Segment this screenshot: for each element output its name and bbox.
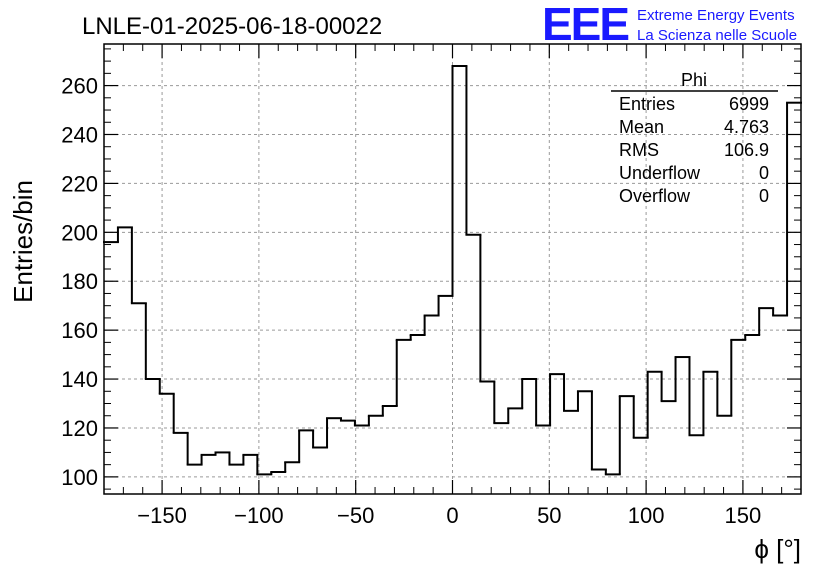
eee-logo-line1: Extreme Energy Events xyxy=(637,7,795,24)
eee-logo: EEE Extreme Energy Events La Scienza nel… xyxy=(542,0,797,50)
y-tick-label: 120 xyxy=(61,416,98,441)
y-tick-label: 160 xyxy=(61,318,98,343)
y-axis-title: Entries/bin xyxy=(8,180,38,303)
x-tick-labels: −150 −100 −50 0 50 100 150 xyxy=(137,503,761,528)
stats-value-overflow: 0 xyxy=(759,186,769,206)
x-tick-label: 100 xyxy=(628,503,665,528)
x-tick-label: 0 xyxy=(446,503,458,528)
x-tick-label: −50 xyxy=(337,503,374,528)
y-tick-label: 180 xyxy=(61,269,98,294)
stats-box: Phi Entries 6999 Mean 4.763 RMS 106.9 Un… xyxy=(611,70,778,206)
stats-value-rms: 106.9 xyxy=(724,140,769,160)
stats-label-overflow: Overflow xyxy=(619,186,691,206)
stats-value-mean: 4.763 xyxy=(724,117,769,137)
y-tick-labels: 100 120 140 160 180 200 220 240 260 xyxy=(61,74,98,490)
eee-logo-mark: EEE xyxy=(542,0,628,50)
y-tick-label: 200 xyxy=(61,220,98,245)
y-tick-label: 100 xyxy=(61,465,98,490)
stats-rows: Entries 6999 Mean 4.763 RMS 106.9 Underf… xyxy=(619,94,769,206)
y-tick-label: 140 xyxy=(61,367,98,392)
x-tick-label: −100 xyxy=(234,503,284,528)
y-tick-label: 260 xyxy=(61,74,98,99)
axis-ticks xyxy=(104,44,801,494)
x-axis-title: ϕ [°] xyxy=(754,534,801,564)
stats-label-rms: RMS xyxy=(619,140,659,160)
stats-title: Phi xyxy=(681,70,707,90)
x-tick-label: −150 xyxy=(137,503,187,528)
chart-title: LNLE-01-2025-06-18-00022 xyxy=(82,13,382,40)
y-tick-label: 240 xyxy=(61,122,98,147)
histogram-series xyxy=(103,65,802,476)
stats-label-entries: Entries xyxy=(619,94,675,114)
stats-label-underflow: Underflow xyxy=(619,163,701,183)
stats-value-underflow: 0 xyxy=(759,163,769,183)
stats-label-mean: Mean xyxy=(619,117,664,137)
eee-logo-line2: La Scienza nelle Scuole xyxy=(637,27,797,44)
y-tick-label: 220 xyxy=(61,171,98,196)
x-tick-label: 150 xyxy=(725,503,762,528)
stats-value-entries: 6999 xyxy=(729,94,769,114)
x-tick-label: 50 xyxy=(537,503,561,528)
